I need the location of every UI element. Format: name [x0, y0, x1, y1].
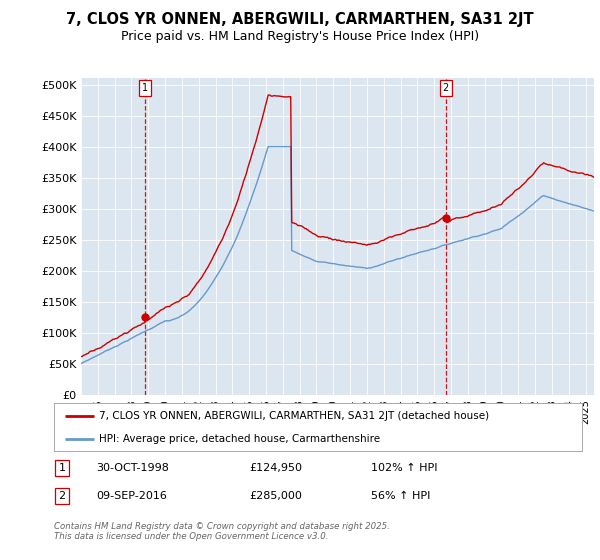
Text: £285,000: £285,000	[250, 491, 302, 501]
Text: 7, CLOS YR ONNEN, ABERGWILI, CARMARTHEN, SA31 2JT (detached house): 7, CLOS YR ONNEN, ABERGWILI, CARMARTHEN,…	[99, 411, 489, 421]
Text: 30-OCT-1998: 30-OCT-1998	[96, 463, 169, 473]
Text: Price paid vs. HM Land Registry's House Price Index (HPI): Price paid vs. HM Land Registry's House …	[121, 30, 479, 43]
Text: Contains HM Land Registry data © Crown copyright and database right 2025.
This d: Contains HM Land Registry data © Crown c…	[54, 522, 390, 542]
Text: 09-SEP-2016: 09-SEP-2016	[96, 491, 167, 501]
Text: 102% ↑ HPI: 102% ↑ HPI	[371, 463, 437, 473]
Text: 7, CLOS YR ONNEN, ABERGWILI, CARMARTHEN, SA31 2JT: 7, CLOS YR ONNEN, ABERGWILI, CARMARTHEN,…	[66, 12, 534, 27]
Text: 1: 1	[58, 463, 65, 473]
Text: 2: 2	[58, 491, 65, 501]
Text: 1: 1	[142, 83, 148, 93]
Text: 56% ↑ HPI: 56% ↑ HPI	[371, 491, 430, 501]
Text: £124,950: £124,950	[250, 463, 302, 473]
Text: HPI: Average price, detached house, Carmarthenshire: HPI: Average price, detached house, Carm…	[99, 434, 380, 444]
Text: 2: 2	[443, 83, 449, 93]
